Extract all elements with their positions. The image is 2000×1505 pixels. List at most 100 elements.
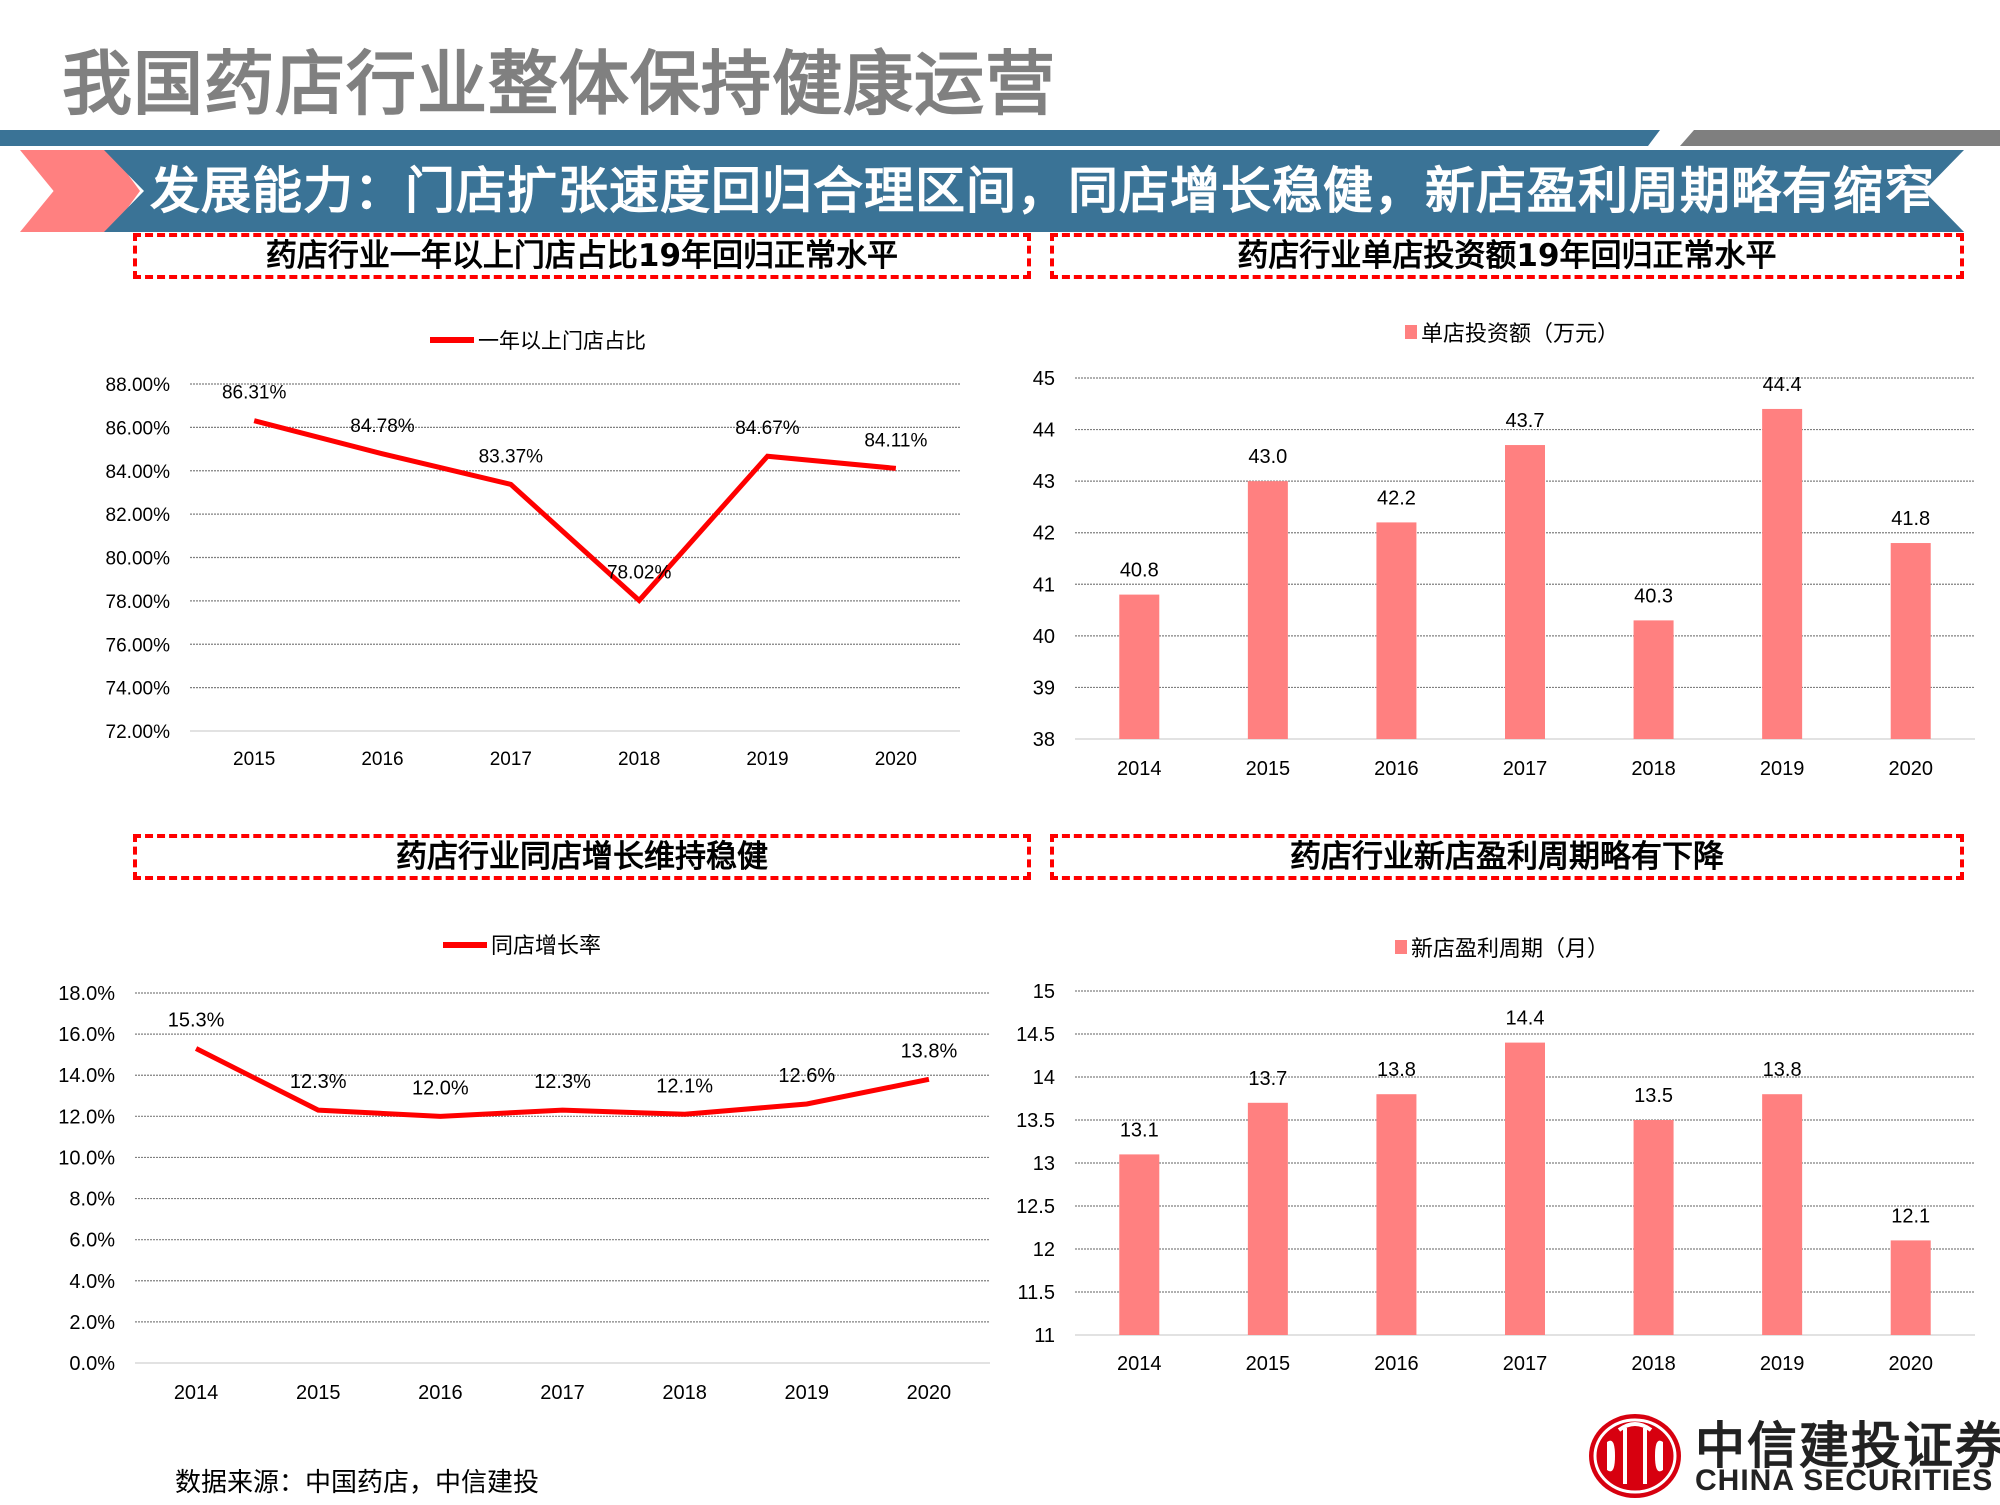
data-label: 13.8: [1763, 1059, 1802, 1081]
y-tick-label: 45: [1033, 368, 1055, 390]
data-bar: [1890, 543, 1931, 739]
data-label: 43.7: [1506, 410, 1545, 432]
x-tick-label: 2018: [1631, 1353, 1676, 1375]
y-tick-label: 14: [1033, 1067, 1055, 1089]
data-label: 14.4: [1506, 1008, 1545, 1030]
data-label: 12.3%: [290, 1071, 347, 1093]
data-bar: [1633, 1120, 1674, 1335]
data-bar: [1505, 445, 1545, 739]
y-tick-label: 74.00%: [106, 679, 171, 700]
y-tick-label: 12.0%: [58, 1106, 115, 1128]
x-tick-label: 2018: [1631, 758, 1676, 780]
x-tick-label: 2020: [1888, 758, 1933, 780]
y-tick-label: 41: [1033, 574, 1055, 596]
y-tick-label: 11: [1034, 1325, 1055, 1347]
chart-store-investment: 38 39 40 41 42 43 44 45 2014 2015 2016 2017 2018 2019…: [1000, 310, 2000, 790]
y-tick-label: 76.00%: [106, 635, 171, 656]
data-line: [194, 1046, 930, 1119]
data-label: 44.4: [1763, 374, 1802, 396]
chart-store-ratio: 72.00% 74.00% 76.00% 78.00% 80.00% 82.00% 84.0…: [0, 310, 1000, 780]
logo-text-en: CHINA SECURITIES: [1695, 1464, 1994, 1497]
data-label: 42.2: [1377, 487, 1416, 509]
data-bar: [1762, 408, 1803, 739]
data-label: 13.8%: [901, 1040, 958, 1062]
y-tick-label: 39: [1033, 677, 1055, 699]
panel-title-store-ratio: 药店行业一年以上门店占比19年回归正常水平: [133, 233, 1031, 279]
x-tick-label: 2019: [746, 749, 788, 770]
legend-label: 同店增长率: [491, 933, 601, 958]
y-tick-label: 15: [1033, 981, 1055, 1003]
x-tick-label: 2017: [490, 749, 532, 770]
data-bar: [1247, 481, 1288, 739]
x-tick-label: 2015: [233, 749, 275, 770]
data-bar: [1376, 522, 1417, 739]
data-label: 13.5: [1634, 1085, 1673, 1107]
data-label: 12.1%: [656, 1075, 713, 1097]
legend-label: 新店盈利周期（月）: [1411, 936, 1609, 961]
y-tick-label: 44: [1033, 420, 1055, 442]
x-tick-label: 2014: [1117, 1353, 1162, 1375]
legend-swatch-icon: [1395, 940, 1407, 954]
page-title: 我国药店行业整体保持健康运营: [62, 43, 1056, 125]
data-bar: [1762, 1094, 1803, 1335]
y-tick-label: 38: [1033, 729, 1055, 751]
y-tick-label: 14.0%: [58, 1065, 115, 1087]
data-label: 83.37%: [479, 446, 544, 467]
y-tick-label: 12: [1033, 1239, 1055, 1261]
section-banner: [104, 150, 1964, 232]
data-label: 78.02%: [607, 562, 672, 583]
y-tick-label: 6.0%: [69, 1230, 115, 1252]
data-line: [253, 418, 897, 604]
y-tick-label: 2.0%: [69, 1312, 115, 1334]
x-tick-label: 2018: [662, 1382, 707, 1404]
y-tick-label: 13: [1033, 1153, 1055, 1175]
x-tick-label: 2016: [418, 1382, 463, 1404]
x-tick-label: 2014: [174, 1382, 219, 1404]
data-bar: [1890, 1240, 1931, 1335]
data-label: 40.3: [1634, 585, 1673, 607]
data-bar: [1633, 620, 1674, 739]
data-label: 12.6%: [778, 1065, 835, 1087]
data-label: 12.1: [1891, 1205, 1930, 1227]
y-tick-label: 12.5: [1016, 1196, 1055, 1218]
y-tick-label: 13.5: [1016, 1110, 1055, 1132]
header-divider-gray: [1680, 130, 2000, 146]
data-label: 13.7: [1248, 1068, 1287, 1090]
legend-swatch-icon: [1405, 325, 1417, 339]
y-tick-label: 14.5: [1016, 1024, 1055, 1046]
logo-text-cn: 中信建投证券: [1695, 1416, 2000, 1475]
x-tick-label: 2016: [1374, 758, 1419, 780]
y-tick-label: 80.00%: [106, 549, 171, 570]
y-tick-label: 40: [1033, 626, 1055, 648]
y-tick-label: 10.0%: [58, 1147, 115, 1169]
x-tick-label: 2020: [907, 1382, 952, 1404]
data-bar: [1376, 1094, 1417, 1335]
x-tick-label: 2015: [1246, 1353, 1291, 1375]
data-label: 13.8: [1377, 1059, 1416, 1081]
data-label: 84.67%: [735, 418, 800, 439]
x-tick-label: 2020: [1888, 1353, 1933, 1375]
y-tick-label: 43: [1033, 471, 1055, 493]
citic-logo-icon: [1589, 1414, 1681, 1498]
y-tick-label: 18.0%: [58, 983, 115, 1005]
x-tick-label: 2016: [361, 749, 403, 770]
x-tick-label: 2014: [1117, 758, 1162, 780]
chart-legend: 新店盈利周期（月）: [1395, 936, 1609, 961]
data-label: 43.0: [1248, 446, 1287, 468]
section-banner-text: 发展能力：门店扩张速度回归合理区间，同店增长稳健，新店盈利周期略有缩窄: [150, 162, 1935, 220]
data-label: 40.8: [1120, 560, 1159, 582]
chart-new-store-payback: 11 11.5 12 12.5 13 13.5 14 14.5 15 2014 2015 2016 20…: [1000, 915, 2000, 1385]
y-tick-label: 82.00%: [106, 505, 171, 526]
panel-title-new-store-payback: 药店行业新店盈利周期略有下降: [1050, 834, 1964, 880]
y-tick-label: 0.0%: [69, 1353, 115, 1375]
y-tick-label: 4.0%: [69, 1271, 115, 1293]
y-tick-label: 42: [1033, 523, 1055, 545]
chart-legend: 同店增长率: [443, 933, 601, 958]
x-tick-label: 2018: [618, 749, 660, 770]
data-label: 41.8: [1891, 508, 1930, 530]
x-tick-label: 2019: [785, 1382, 830, 1404]
x-tick-label: 2015: [1246, 758, 1291, 780]
x-tick-label: 2015: [296, 1382, 341, 1404]
y-tick-label: 11.5: [1018, 1282, 1055, 1304]
y-tick-label: 86.00%: [106, 418, 171, 439]
